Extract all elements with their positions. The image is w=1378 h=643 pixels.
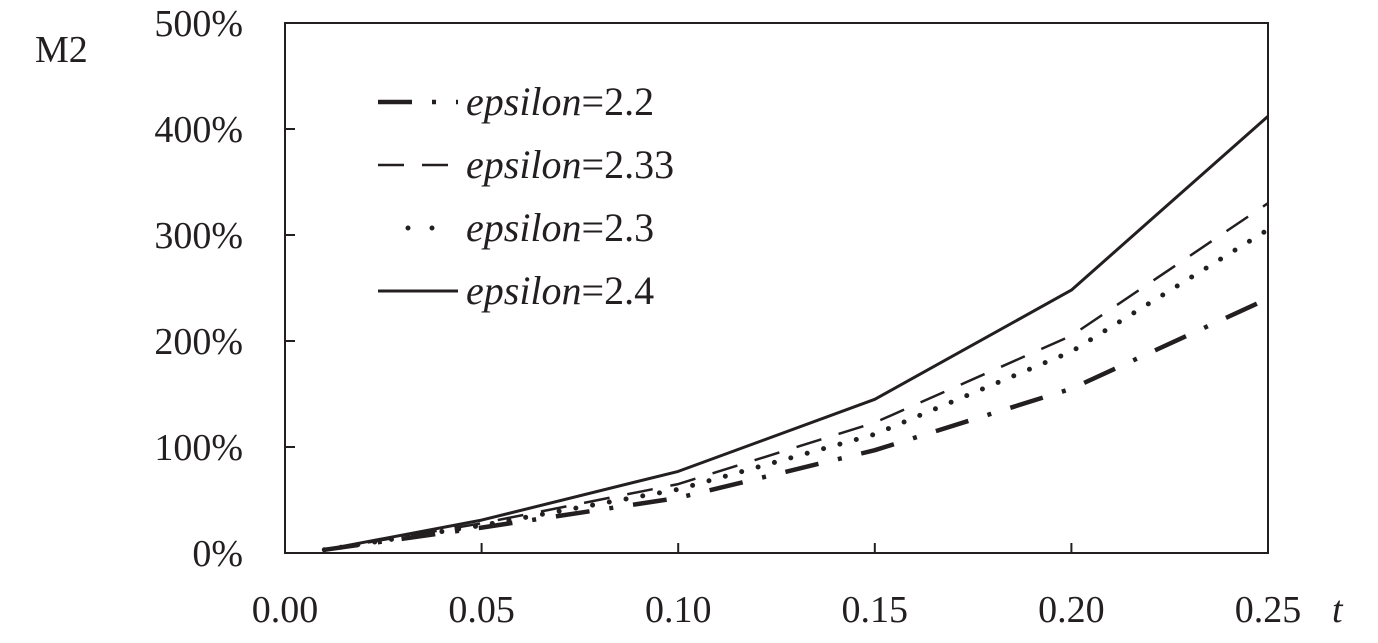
series-line-dash-dot <box>323 296 1269 553</box>
legend: epsilon=2.2 epsilon=2.33 epsilon=2.3 epsilo… <box>378 79 674 313</box>
y-tick-label: 500% <box>154 3 243 45</box>
y-tick-label: 0% <box>192 533 243 575</box>
series-line-dashed <box>324 202 1269 552</box>
series-line-solid <box>324 115 1269 552</box>
y-axis-ticks: 0% 100% 200% 300% 400% 500% <box>154 3 295 575</box>
legend-label: epsilon=2.3 <box>466 205 654 250</box>
y-tick-label: 400% <box>154 109 243 151</box>
legend-label: epsilon=2.4 <box>466 268 654 313</box>
x-tick-label: 0.00 <box>252 589 319 631</box>
y-tick-label: 100% <box>154 427 243 469</box>
y-tick-label: 300% <box>154 215 243 257</box>
x-tick-label: 0.20 <box>1038 589 1105 631</box>
legend-label: epsilon=2.2 <box>466 79 654 124</box>
series-line-dotted <box>321 227 1271 553</box>
x-axis-ticks: 0.00 0.05 0.10 0.15 0.20 0.25 <box>252 543 1302 631</box>
y-axis-label: M2 <box>35 29 88 71</box>
legend-label: epsilon=2.33 <box>466 142 674 187</box>
y-tick-label: 200% <box>154 321 243 363</box>
plot-area-frame <box>284 22 1269 554</box>
x-tick-label: 0.10 <box>645 589 712 631</box>
x-axis-label: t <box>1332 589 1344 631</box>
series-lines <box>321 115 1271 553</box>
x-tick-label: 0.05 <box>448 589 515 631</box>
x-tick-label: 0.25 <box>1235 589 1302 631</box>
x-tick-label: 0.15 <box>842 589 909 631</box>
